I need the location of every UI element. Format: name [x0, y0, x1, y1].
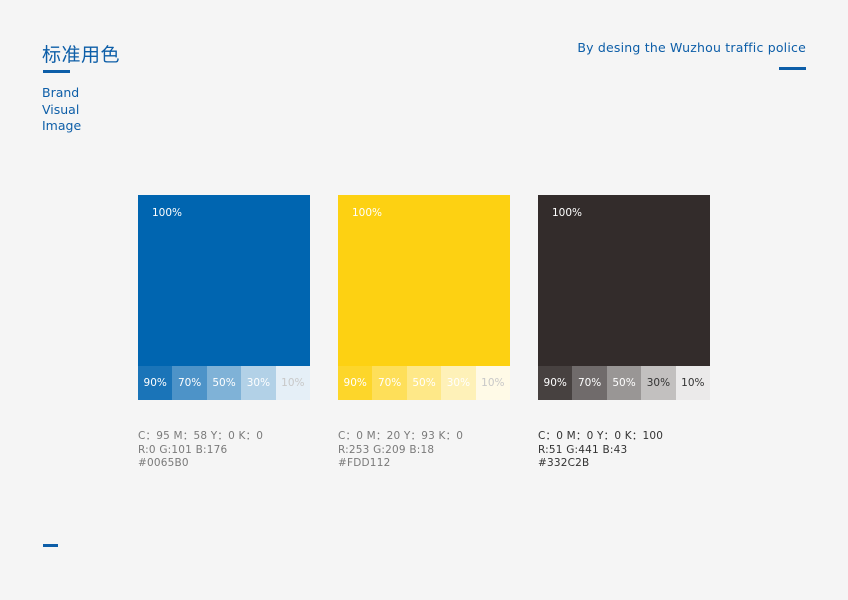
credit-text: By desing the Wuzhou traffic police [577, 40, 806, 55]
hex-value: #0065B0 [138, 457, 189, 469]
subtitle-line: Brand [42, 85, 80, 100]
hex-value: #FDD112 [338, 457, 391, 469]
tint-10: 10% [675, 366, 711, 400]
subtitle-line: Visual [42, 101, 80, 117]
rgb-value: R:0 G:101 B:176 [138, 443, 228, 456]
color-specs: C：95 M：58 Y：0 K：0 R:0 G:101 B:176 #0065B… [138, 430, 310, 471]
tint-row: 90% 70% 50% 30% 10% [138, 366, 311, 400]
tint-row: 90% 70% 50% 30% 10% [338, 366, 511, 400]
footer-dash [43, 544, 58, 547]
swatch-main: 100% [538, 195, 710, 366]
hex-value: #332C2B [538, 457, 590, 469]
rgb-value: R:253 G:209 B:18 [338, 443, 435, 456]
swatch-main-label: 100% [352, 207, 383, 219]
tint-row: 90% 70% 50% 30% 10% [538, 366, 711, 400]
cmyk-value: C：0 M：20 Y：93 K：0 [338, 430, 464, 442]
tint-10: 10% [275, 366, 311, 400]
title-underline [43, 70, 70, 73]
swatch-main: 100% [338, 195, 510, 366]
tint-90: 90% [338, 366, 373, 400]
tint-30: 30% [241, 366, 276, 400]
subtitle: Brand Visual Image [42, 85, 81, 135]
tint-90: 90% [138, 366, 173, 400]
tint-50: 50% [606, 366, 642, 400]
swatch-blue: 100% 90% 70% 50% 30% 10% C：95 M：58 Y：0 K… [138, 195, 311, 471]
page-title: 标准用色 [42, 44, 121, 66]
tint-90: 90% [538, 366, 573, 400]
credit-underline [779, 67, 806, 70]
cmyk-value: C：0 M：0 Y：0 K：100 [538, 430, 664, 442]
tint-70: 70% [172, 366, 207, 400]
cmyk-value: C：95 M：58 Y：0 K：0 [138, 430, 264, 442]
tint-30: 30% [441, 366, 476, 400]
tint-30: 30% [641, 366, 676, 400]
swatch-yellow: 100% 90% 70% 50% 30% 10% C：0 M：20 Y：93 K… [338, 195, 511, 471]
color-specs: C：0 M：0 Y：0 K：100 R:51 G:441 B:43 #332C2… [538, 430, 710, 471]
swatch-main-label: 100% [152, 207, 183, 219]
tint-50: 50% [406, 366, 442, 400]
rgb-value: R:51 G:441 B:43 [538, 443, 628, 456]
tint-70: 70% [572, 366, 607, 400]
swatch-main: 100% [138, 195, 310, 366]
tint-70: 70% [372, 366, 407, 400]
swatch-main-label: 100% [552, 207, 583, 219]
tint-50: 50% [206, 366, 242, 400]
tint-10: 10% [475, 366, 511, 400]
swatch-dark: 100% 90% 70% 50% 30% 10% C：0 M：0 Y：0 K：1… [538, 195, 711, 471]
color-specs: C：0 M：20 Y：93 K：0 R:253 G:209 B:18 #FDD1… [338, 430, 510, 471]
subtitle-line: Image [42, 118, 82, 133]
